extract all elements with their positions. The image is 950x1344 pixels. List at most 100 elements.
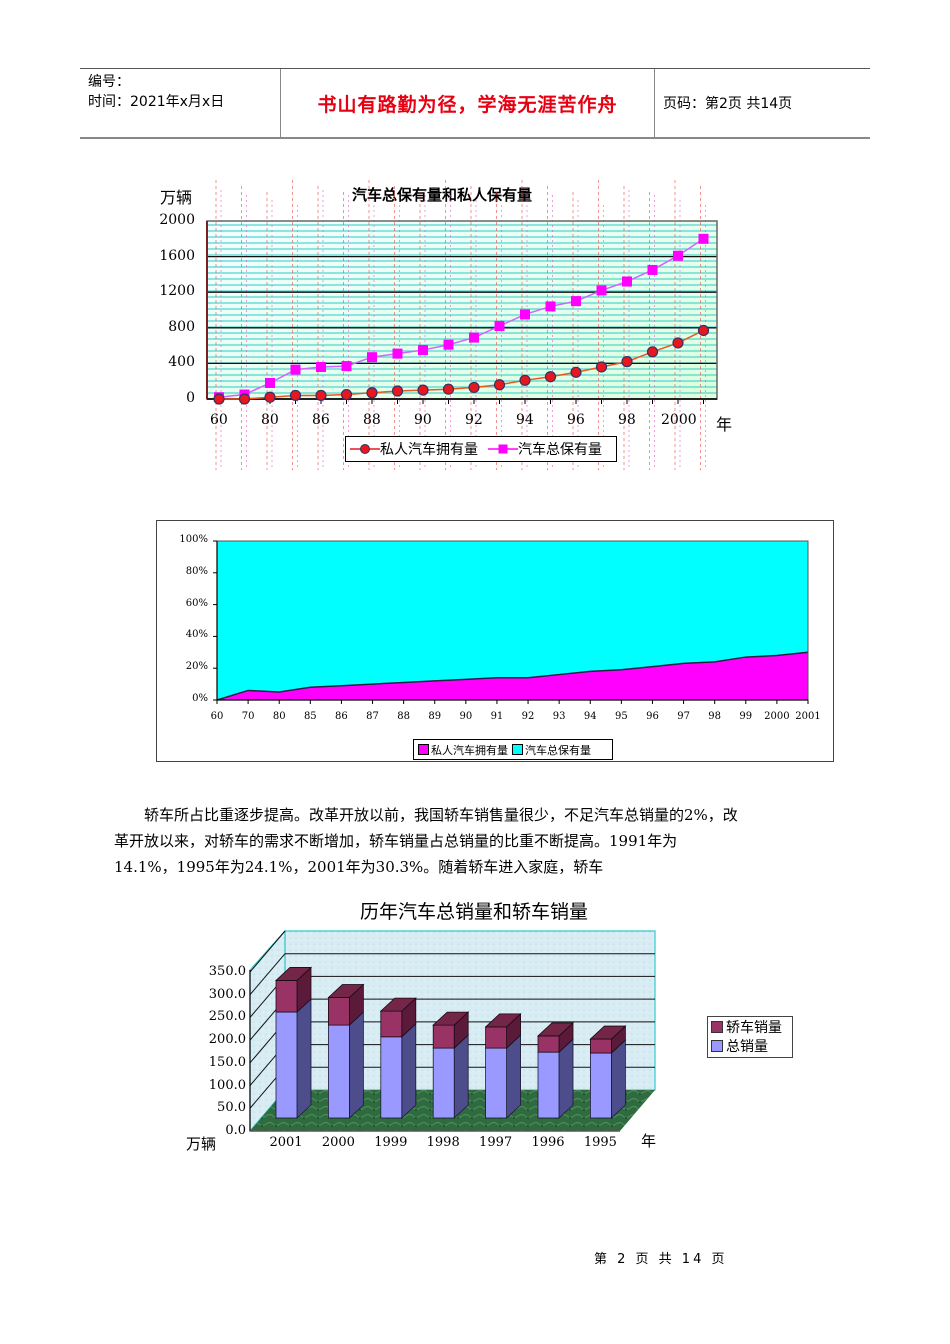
chart3-unit-label: 万辆 bbox=[186, 1135, 217, 1153]
chart1-x-tick: 96 bbox=[567, 412, 585, 428]
area-chart-plot bbox=[213, 540, 809, 704]
private-data-point bbox=[519, 374, 531, 386]
total-data-point bbox=[698, 233, 709, 244]
private-data-point bbox=[264, 391, 276, 403]
chart2-x-tick: 2001 bbox=[795, 711, 821, 722]
chart2-x-tick: 85 bbox=[303, 711, 317, 722]
chart2-x-tick: 91 bbox=[490, 711, 504, 722]
total-data-point bbox=[367, 352, 377, 363]
chart2-x-tick: 80 bbox=[272, 711, 286, 722]
chart1-x-tick: 2000 bbox=[661, 412, 697, 428]
chart2-x-tick: 2000 bbox=[764, 711, 790, 722]
total-data-point bbox=[673, 250, 683, 261]
private-data-point bbox=[646, 346, 659, 358]
chart1-x-tick: 92 bbox=[465, 412, 483, 428]
chart2-x-tick: 88 bbox=[397, 711, 410, 722]
private-data-point bbox=[697, 324, 710, 337]
legend-label-sedan: 轿车销量 bbox=[726, 1019, 782, 1036]
bar-2001 bbox=[274, 966, 313, 1119]
legend-swatch-total bbox=[512, 744, 523, 755]
chart3-x-tick: 1999 bbox=[374, 1135, 408, 1150]
legend-swatch-private bbox=[418, 744, 429, 755]
bar-1996 bbox=[536, 1022, 575, 1119]
private-data-point bbox=[213, 393, 225, 405]
chart2-x-tick: 90 bbox=[459, 711, 473, 722]
chart1-title: 汽车总保有量和私人保有量 bbox=[352, 186, 533, 204]
chart1-y-tick: 1600 bbox=[159, 247, 195, 264]
chart3-y-tick: 0.0 bbox=[225, 1122, 246, 1138]
chart1-x-tick: 88 bbox=[363, 412, 381, 428]
chart1-plot bbox=[206, 180, 718, 470]
chart2-x-tick: 96 bbox=[646, 711, 659, 722]
total-data-point bbox=[520, 309, 530, 320]
chart2-y-tick: 100% bbox=[179, 534, 208, 545]
total-data-point bbox=[418, 345, 428, 356]
chart3-title: 历年汽车总销量和轿车销量 bbox=[360, 901, 589, 923]
total-data-point bbox=[596, 285, 607, 296]
document-header: 编号： 时间：2021年x月x日 书山有路勤为径，学海无涯苦作舟 页码：第2页 … bbox=[80, 68, 870, 139]
private-data-point bbox=[493, 379, 506, 391]
chart3-y-tick: 50.0 bbox=[217, 1100, 246, 1116]
chart3-y-tick: 100.0 bbox=[208, 1077, 246, 1093]
private-data-point bbox=[340, 388, 353, 401]
chart3-y-tick: 300.0 bbox=[208, 986, 246, 1002]
private-data-point bbox=[289, 389, 302, 402]
chart3-legend: 轿车销量 总销量 bbox=[707, 1016, 793, 1058]
legend-label-private: 私人汽车拥有量 bbox=[431, 743, 508, 757]
chart2-y-tick: 80% bbox=[185, 565, 208, 577]
total-data-point bbox=[545, 301, 556, 312]
total-data-point bbox=[494, 321, 505, 332]
private-data-point bbox=[366, 387, 378, 399]
chart1-x-tick: 80 bbox=[261, 412, 279, 428]
private-data-point bbox=[238, 393, 251, 405]
chart3-y-tick: 250.0 bbox=[208, 1009, 246, 1025]
chart2-x-tick: 93 bbox=[552, 711, 566, 722]
document-date: 时间：2021年x月x日 bbox=[88, 94, 225, 110]
chart2-x-tick: 89 bbox=[428, 711, 442, 722]
circle-marker-icon bbox=[350, 444, 380, 454]
chart2-y-tick: 60% bbox=[185, 597, 208, 609]
chart3-x-tick: 2000 bbox=[321, 1135, 355, 1150]
private-data-point bbox=[544, 371, 557, 383]
private-data-point bbox=[595, 361, 608, 373]
chart2-x-tick: 94 bbox=[583, 711, 597, 722]
total-data-point bbox=[392, 348, 403, 359]
legend-label-total: 汽车总保有量 bbox=[525, 743, 591, 757]
total-data-point bbox=[571, 296, 581, 307]
private-data-point bbox=[417, 384, 429, 396]
total-data-point bbox=[341, 361, 352, 372]
private-data-point bbox=[315, 389, 327, 402]
total-data-point bbox=[316, 361, 326, 372]
legend-item-total: 汽车总保有量 bbox=[488, 439, 602, 459]
total-data-point bbox=[469, 332, 479, 343]
chart2-y-tick: 40% bbox=[185, 629, 208, 641]
paragraph-line-2: 革开放以来，对轿车的需求不断增加，轿车销量占总销量的比重不断提高。1991年为 bbox=[114, 832, 678, 850]
page-footer: 第 2 页 共 14 页 bbox=[594, 1252, 728, 1267]
header-page-number: 页码：第2页 共14页 bbox=[663, 96, 793, 112]
chart1-y-tick: 800 bbox=[168, 318, 195, 335]
header-motto: 书山有路勤为径，学海无涯苦作舟 bbox=[281, 69, 655, 137]
chart3-y-tick: 200.0 bbox=[208, 1032, 246, 1048]
chart1-x-unit: 年 bbox=[716, 415, 733, 434]
chart1-x-tick: 90 bbox=[414, 412, 432, 428]
body-paragraph: 轿车所占比重逐步提高。改革开放以前，我国轿车销售量很少，不足汽车总销量的2%，改… bbox=[114, 802, 844, 880]
private-data-point bbox=[391, 385, 404, 397]
legend-item-total-sales: 总销量 bbox=[708, 1036, 792, 1055]
chart2-y-tick: 20% bbox=[185, 661, 208, 673]
chart2-y-tick: 0% bbox=[192, 693, 208, 704]
chart1-y-tick: 1200 bbox=[159, 283, 195, 300]
chart2-x-tick: 92 bbox=[521, 711, 535, 722]
legend-swatch-sedan bbox=[711, 1020, 723, 1033]
chart2-x-tick: 98 bbox=[708, 711, 722, 722]
chart3-y-tick: 150.0 bbox=[208, 1054, 246, 1070]
square-marker-icon bbox=[488, 444, 518, 454]
total-data-point bbox=[622, 276, 632, 287]
legend-label-private: 私人汽车拥有量 bbox=[380, 442, 478, 458]
legend-item-sedan: 轿车销量 bbox=[708, 1017, 792, 1036]
chart3-x-tick: 1995 bbox=[583, 1135, 617, 1150]
total-data-point bbox=[290, 364, 301, 375]
private-data-point bbox=[442, 383, 455, 395]
chart3-x-tick: 1996 bbox=[531, 1135, 565, 1150]
private-data-point bbox=[672, 337, 684, 349]
chart2-x-tick: 87 bbox=[366, 711, 379, 722]
